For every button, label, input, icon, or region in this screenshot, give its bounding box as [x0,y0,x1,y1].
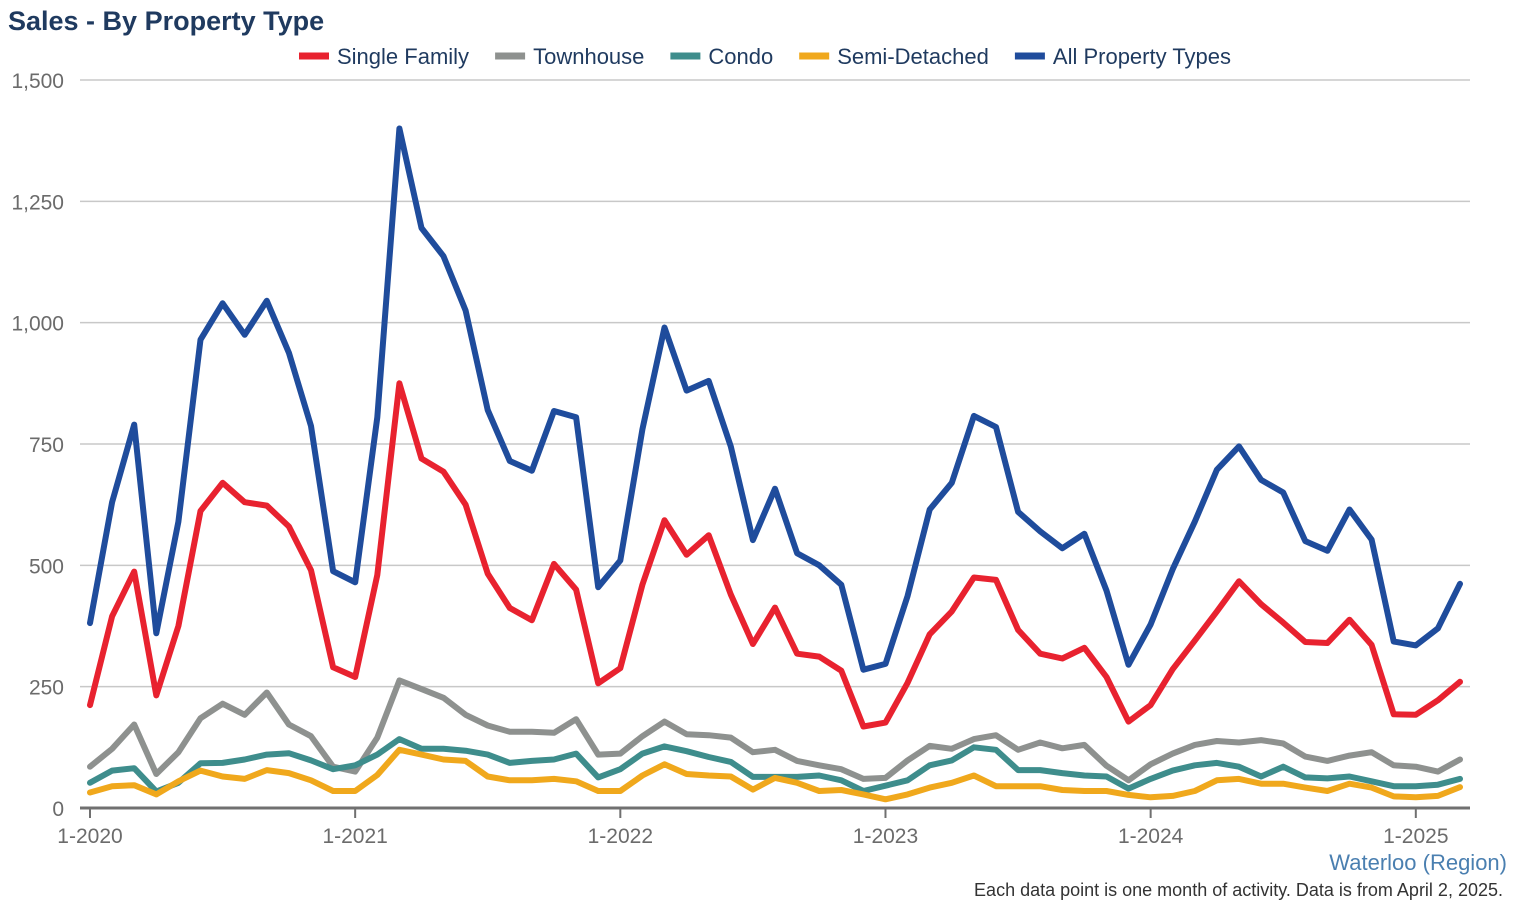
y-tick-label: 250 [29,677,64,700]
legend-label: Condo [708,44,773,69]
legend-item-all-property-types: All Property Types [1014,44,1231,69]
series-line-all-property-types [87,125,1463,673]
x-tick-label: 1-2022 [588,825,653,848]
series-line-semi-detached [87,746,1463,803]
x-axis-ticks: 1-2020 1-2021 1-2022 1-2023 1-2024 1-2025 [57,808,1449,848]
y-tick-label: 1,000 [11,313,64,336]
y-axis-ticks: 0 250 500 750 1,000 1,250 1,500 [11,70,64,821]
x-tick-label: 1-2023 [853,825,918,848]
y-tick-label: 1,250 [11,191,64,214]
legend-label: All Property Types [1053,44,1231,69]
legend-item-semi-detached: Semi-Detached [799,44,989,69]
chart-legend: Single Family Townhouse Condo Semi-Detached… [299,44,1231,69]
y-tick-label: 500 [29,555,64,578]
chart-series-lines [87,125,1463,803]
series-line-townhouse [87,677,1463,784]
region-label: Waterloo (Region) [1329,850,1507,875]
chart-title: Sales - By Property Type [8,6,324,36]
series-line-single-family [87,380,1463,730]
legend-item-single-family: Single Family [299,44,469,69]
legend-label: Townhouse [533,44,644,69]
y-tick-label: 0 [52,798,64,821]
legend-label: Semi-Detached [837,44,989,69]
legend-label: Single Family [337,44,469,69]
x-tick-label: 1-2024 [1118,825,1184,848]
legend-item-condo: Condo [670,44,773,69]
x-tick-label: 1-2021 [322,825,387,848]
x-tick-label: 1-2025 [1383,825,1448,848]
y-tick-label: 1,500 [11,70,64,93]
chart-grid [80,79,1470,810]
x-tick-label: 1-2020 [57,825,122,848]
legend-item-townhouse: Townhouse [495,44,644,69]
y-tick-label: 750 [29,434,64,457]
footer-note: Each data point is one month of activity… [974,880,1503,900]
